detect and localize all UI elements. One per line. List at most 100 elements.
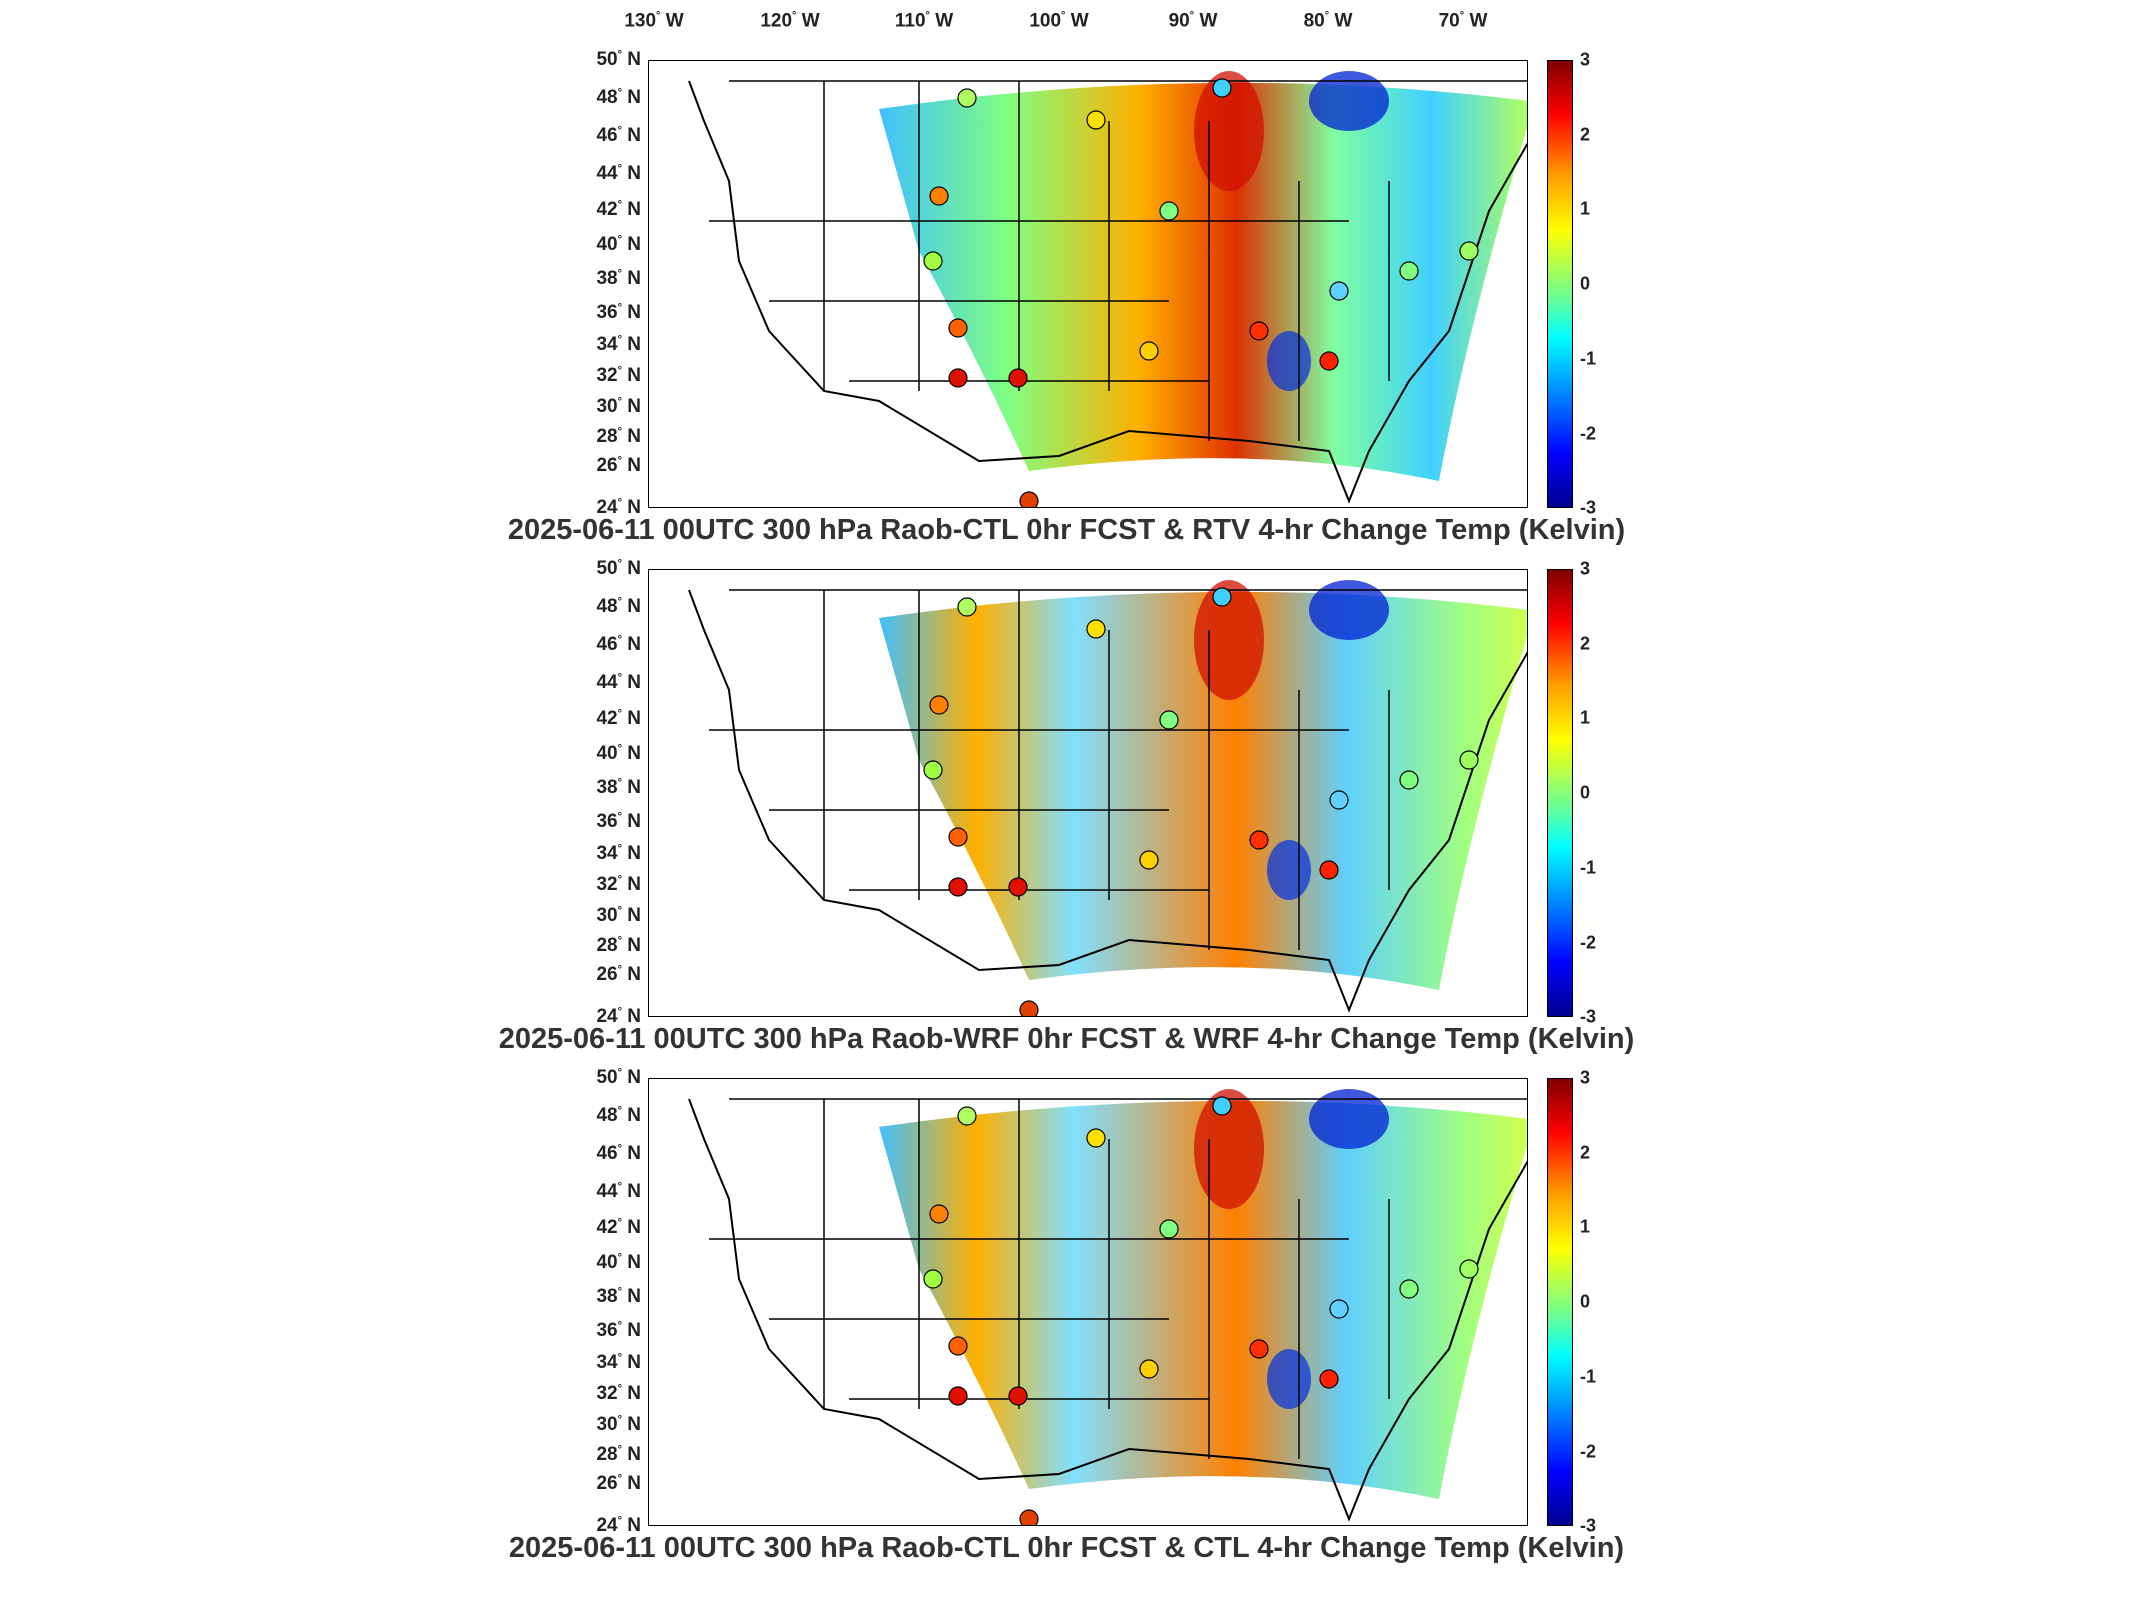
raob-station-marker <box>1329 281 1349 301</box>
lat-label: 44° N <box>596 1180 641 1203</box>
coastline <box>688 80 1527 504</box>
raob-station-marker <box>1459 1259 1479 1279</box>
degree-symbol: ° <box>617 233 622 246</box>
degree-symbol: ° <box>617 301 622 314</box>
lat-label: 34° N <box>596 1351 641 1374</box>
raob-station-marker <box>923 1269 943 1289</box>
degree-symbol: ° <box>617 1382 622 1395</box>
panel-title: 2025-06-11 00UTC 300 hPa Raob-CTL 0hr FC… <box>507 514 1626 546</box>
map-svg <box>688 580 1527 1016</box>
raob-station-marker <box>1329 1299 1349 1319</box>
degree-symbol: ° <box>617 1104 622 1117</box>
lat-label: 46° N <box>596 1142 641 1165</box>
cold-anomaly <box>1267 331 1311 391</box>
colorbar-tick-label: 2 <box>1580 633 1591 654</box>
degree-symbol: ° <box>617 454 622 467</box>
lat-label: 32° N <box>596 364 641 387</box>
colorbar-tick-label: 3 <box>1580 558 1591 579</box>
colorbar-tick-label: -2 <box>1580 423 1597 444</box>
lat-label: 50° N <box>596 1066 641 1089</box>
lon-label: 80° W <box>1303 10 1353 32</box>
map-svg <box>688 71 1527 507</box>
degree-symbol: ° <box>617 934 622 947</box>
degree-symbol: ° <box>617 1443 622 1456</box>
lat-label: 42° N <box>596 198 641 221</box>
map-svg <box>688 1089 1527 1525</box>
colorbar-tick-label: 0 <box>1580 1291 1591 1312</box>
raob-station-marker <box>1249 321 1269 341</box>
raob-station-marker <box>1319 1369 1339 1389</box>
raob-station-marker <box>929 1204 949 1224</box>
panel-title: 2025-06-11 00UTC 300 hPa Raob-CTL 0hr FC… <box>508 1532 1625 1564</box>
raob-station-marker <box>1019 1509 1039 1525</box>
raob-station-marker <box>1008 1386 1028 1406</box>
raob-station-marker <box>957 597 977 617</box>
warm-anomaly <box>1194 1089 1264 1209</box>
raob-station-marker <box>948 877 968 897</box>
degree-symbol: ° <box>617 198 622 211</box>
raob-station-marker <box>948 827 968 847</box>
raob-station-marker <box>1212 78 1232 98</box>
lat-label: 40° N <box>596 1251 641 1274</box>
map-panel-1: 50° N 48° N 46° N 44° N 42° N 40° N 38° N 36° N… <box>0 49 2133 570</box>
lat-label: 26° N <box>596 1472 641 1495</box>
raob-station-marker <box>957 88 977 108</box>
lat-label: 32° N <box>596 1382 641 1405</box>
raob-station-marker <box>1399 261 1419 281</box>
raob-station-marker <box>1329 790 1349 810</box>
raob-station-marker <box>1139 850 1159 870</box>
lat-label: 32° N <box>596 873 641 896</box>
colorbar-tick-label: 1 <box>1580 198 1591 219</box>
raob-station-marker <box>1319 351 1339 371</box>
degree-symbol: ° <box>617 1514 622 1527</box>
degree-symbol: ° <box>617 873 622 886</box>
cold-anomaly <box>1309 1089 1389 1149</box>
degree-symbol: ° <box>617 742 622 755</box>
lat-label: 46° N <box>596 124 641 147</box>
cold-anomaly <box>1267 840 1311 900</box>
degree-symbol: ° <box>617 1413 622 1426</box>
map-area <box>648 60 1528 508</box>
lat-label: 50° N <box>596 557 641 580</box>
lat-label: 38° N <box>596 267 641 290</box>
degree-symbol: ° <box>617 963 622 976</box>
lon-label: 110° W <box>894 10 954 32</box>
cold-anomaly <box>1267 1349 1311 1409</box>
raob-station-marker <box>1399 1279 1419 1299</box>
lat-label: 48° N <box>596 595 641 618</box>
raob-station-marker <box>1019 1000 1039 1016</box>
raob-station-marker <box>1212 587 1232 607</box>
lat-label: 34° N <box>596 842 641 865</box>
raob-station-marker <box>1459 241 1479 261</box>
degree-symbol: ° <box>617 1005 622 1018</box>
degree-symbol: ° <box>617 633 622 646</box>
colorbar-tick-label: -2 <box>1580 932 1597 953</box>
map-panel-3: 50° N 48° N 46° N 44° N 42° N 40° N 38° N 36° N… <box>0 1067 2133 1588</box>
degree-symbol: ° <box>617 557 622 570</box>
degree-symbol: ° <box>617 1216 622 1229</box>
map-area <box>648 1078 1528 1526</box>
lat-label: 24° N <box>596 1005 641 1028</box>
colorbar-tick-label: -3 <box>1580 1006 1597 1027</box>
degree-symbol: ° <box>617 267 622 280</box>
degree-symbol: ° <box>617 48 622 61</box>
degree-symbol: ° <box>617 124 622 137</box>
raob-station-marker <box>948 318 968 338</box>
degree-symbol: ° <box>617 1251 622 1264</box>
colorbar-tick-label: 1 <box>1580 707 1591 728</box>
colorbar-tick-label: -3 <box>1580 497 1597 518</box>
degree-symbol: ° <box>617 595 622 608</box>
degree-symbol: ° <box>617 1066 622 1079</box>
lat-label: 48° N <box>596 86 641 109</box>
colorbar-tick-label: 0 <box>1580 782 1591 803</box>
lat-label: 40° N <box>596 742 641 765</box>
raob-station-marker <box>1008 877 1028 897</box>
lat-label: 28° N <box>596 425 641 448</box>
raob-station-marker <box>948 368 968 388</box>
colorbar-tick-label: 2 <box>1580 1142 1591 1163</box>
raob-station-marker <box>1008 368 1028 388</box>
degree-symbol: ° <box>617 425 622 438</box>
lat-label: 24° N <box>596 1514 641 1537</box>
degree-symbol: ° <box>617 1472 622 1485</box>
warm-anomaly <box>1194 71 1264 191</box>
